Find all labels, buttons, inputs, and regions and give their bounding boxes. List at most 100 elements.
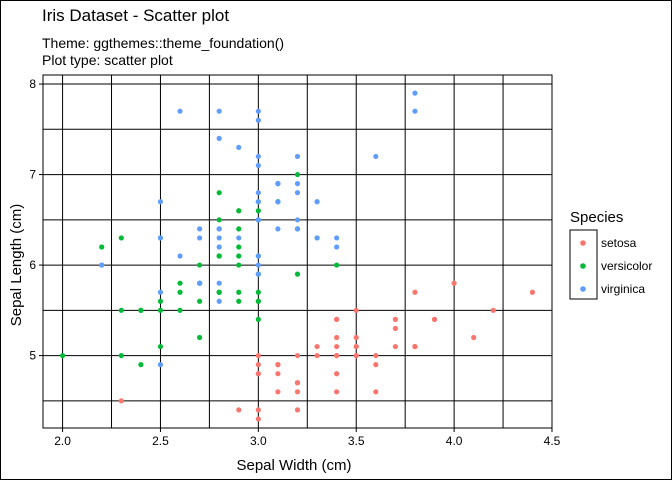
point-virginica <box>294 181 301 187</box>
legend-swatch-setosa <box>580 240 586 246</box>
point-virginica <box>157 235 164 241</box>
point-versicolor <box>216 217 222 223</box>
point-versicolor <box>236 208 242 214</box>
point-versicolor <box>157 298 164 304</box>
point-virginica <box>255 117 261 123</box>
data-points <box>59 90 536 422</box>
point-setosa <box>294 407 301 413</box>
point-versicolor <box>334 262 340 268</box>
y-tick-label: 6 <box>29 258 36 272</box>
y-tick-label: 7 <box>29 168 36 182</box>
point-versicolor <box>294 271 301 277</box>
point-setosa <box>353 343 359 350</box>
point-virginica <box>275 199 281 205</box>
point-virginica <box>255 190 261 196</box>
legend-swatch-virginica <box>580 286 586 292</box>
x-tick-label: 2.5 <box>152 434 169 448</box>
point-virginica <box>216 108 222 114</box>
point-setosa <box>471 334 477 341</box>
point-versicolor <box>216 253 222 259</box>
point-versicolor <box>157 343 164 350</box>
point-versicolor <box>177 280 183 286</box>
point-setosa <box>255 371 261 377</box>
point-virginica <box>294 153 301 160</box>
point-versicolor <box>236 226 242 232</box>
point-setosa <box>392 325 398 332</box>
point-virginica <box>157 289 164 295</box>
point-virginica <box>197 226 203 232</box>
point-setosa <box>392 316 398 322</box>
point-virginica <box>216 135 222 141</box>
point-setosa <box>353 334 359 341</box>
point-virginica <box>216 280 222 286</box>
point-setosa <box>294 380 301 386</box>
point-setosa <box>373 389 379 395</box>
point-setosa <box>373 352 379 359</box>
legend-swatch-versicolor <box>580 263 586 269</box>
point-setosa <box>314 343 320 350</box>
y-axis-label: Sepal Length (cm) <box>8 204 25 327</box>
point-virginica <box>255 262 261 268</box>
point-setosa <box>431 316 438 322</box>
point-virginica <box>255 153 261 160</box>
point-virginica <box>236 144 242 151</box>
x-tick-label: 4.5 <box>544 434 561 448</box>
point-virginica <box>412 90 418 96</box>
point-setosa <box>275 389 281 395</box>
point-setosa <box>275 371 281 377</box>
point-setosa <box>255 362 261 368</box>
point-virginica <box>177 108 183 114</box>
point-setosa <box>451 280 457 286</box>
point-setosa <box>490 307 496 313</box>
legend-label-setosa: setosa <box>601 236 637 250</box>
point-setosa <box>255 407 261 413</box>
chart-title: Iris Dataset - Scatter plot <box>42 6 230 25</box>
legend-label-versicolor: versicolor <box>601 259 652 273</box>
point-versicolor <box>236 298 242 304</box>
x-axis-ticks: 2.0 2.5 3.0 3.5 4.0 4.5 <box>54 428 561 448</box>
point-setosa <box>314 352 320 359</box>
legend-label-virginica: virginica <box>601 282 645 296</box>
point-virginica <box>99 262 105 268</box>
x-tick-label: 3.5 <box>348 434 365 448</box>
point-setosa <box>255 416 261 422</box>
point-virginica <box>294 190 301 196</box>
point-virginica <box>255 108 261 114</box>
point-versicolor <box>118 307 124 313</box>
point-setosa <box>392 343 398 350</box>
y-tick-label: 8 <box>29 77 36 91</box>
point-virginica <box>373 153 379 160</box>
plot-panel-border <box>42 74 553 429</box>
point-versicolor <box>177 289 183 295</box>
point-virginica <box>216 244 222 250</box>
point-virginica <box>216 235 222 241</box>
subtitle-line-1: Theme: ggthemes::theme_foundation() <box>42 35 285 51</box>
x-axis-label: Sepal Width (cm) <box>236 457 351 474</box>
point-setosa <box>334 371 340 377</box>
point-versicolor <box>197 334 203 341</box>
point-virginica <box>294 226 301 232</box>
point-virginica <box>294 217 301 223</box>
subtitle-line-2: Plot type: scatter plot <box>42 52 173 68</box>
point-versicolor <box>294 171 301 178</box>
point-versicolor <box>157 307 164 313</box>
point-setosa <box>255 352 261 359</box>
plot-panel <box>42 74 553 429</box>
point-versicolor <box>255 208 261 214</box>
point-setosa <box>373 362 379 368</box>
point-virginica <box>157 199 164 205</box>
point-versicolor <box>255 298 261 304</box>
point-virginica <box>275 226 281 232</box>
point-virginica <box>275 181 281 187</box>
point-virginica <box>197 235 203 241</box>
point-virginica <box>255 162 261 169</box>
point-versicolor <box>177 307 183 313</box>
point-versicolor <box>236 262 242 268</box>
point-virginica <box>216 226 222 232</box>
point-setosa <box>275 362 281 368</box>
point-setosa <box>334 352 340 359</box>
point-versicolor <box>138 307 144 313</box>
y-axis-ticks: 5 6 7 8 <box>29 77 43 363</box>
point-setosa <box>412 289 418 295</box>
point-setosa <box>353 352 359 359</box>
